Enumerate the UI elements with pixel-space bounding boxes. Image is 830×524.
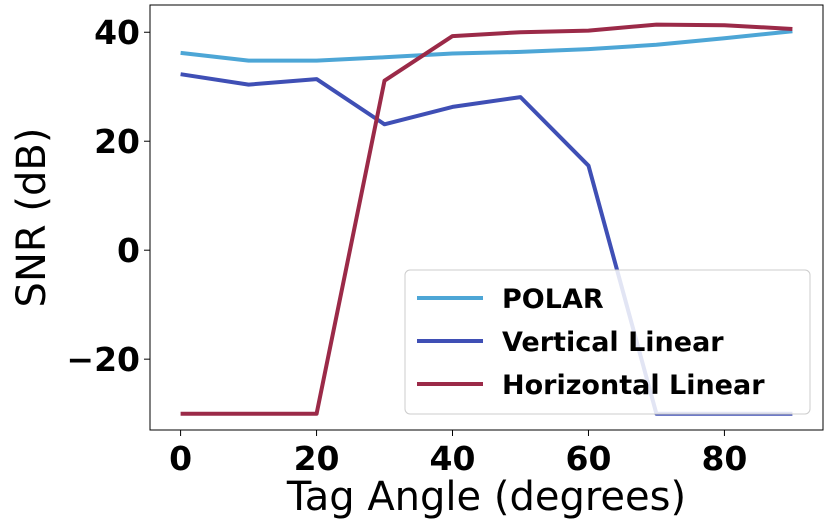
y-tick-label: 40: [94, 13, 140, 52]
x-tick-label: 40: [430, 439, 476, 478]
x-axis-ticks: 0 20 40 60 80: [169, 430, 747, 478]
legend-label-1: Vertical Linear: [502, 327, 724, 358]
y-axis-label: SNR (dB): [9, 128, 55, 308]
x-axis-label: Tag Angle (degrees): [286, 474, 686, 520]
y-tick-label: 0: [117, 231, 140, 270]
x-tick-label: 60: [566, 439, 612, 478]
series-line-2: [180, 22, 793, 416]
y-tick-label: −20: [66, 340, 140, 379]
series-line-0: [180, 29, 793, 63]
legend-label-0: POLAR: [502, 284, 604, 315]
legend-box: [404, 269, 811, 415]
x-tick-label: 80: [701, 439, 747, 478]
x-tick-label: 0: [169, 439, 192, 478]
y-axis-ticks: −20 0 20 40: [66, 13, 150, 379]
y-tick-label: 20: [94, 122, 140, 161]
plot-frame: [149, 4, 824, 431]
x-tick-label: 20: [294, 439, 340, 478]
legend: POLAR Vertical Linear Horizontal Linear: [404, 269, 811, 415]
legend-label-2: Horizontal Linear: [502, 370, 765, 401]
